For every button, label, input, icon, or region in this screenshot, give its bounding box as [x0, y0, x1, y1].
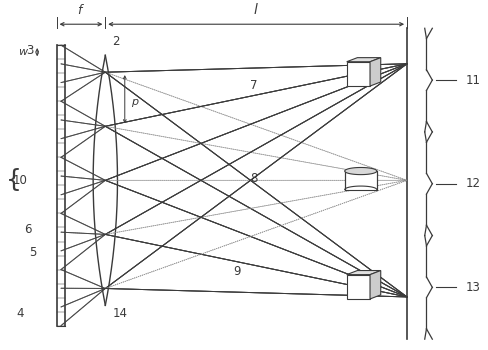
Text: 5: 5: [29, 246, 36, 259]
Text: 11: 11: [466, 74, 480, 86]
Polygon shape: [346, 62, 370, 86]
Text: 13: 13: [466, 281, 480, 294]
Text: $p$: $p$: [131, 97, 139, 108]
Text: 4: 4: [17, 307, 24, 320]
Polygon shape: [346, 58, 381, 62]
Text: 8: 8: [250, 172, 257, 185]
Text: {: {: [6, 168, 22, 192]
Text: 9: 9: [233, 265, 241, 278]
Bar: [345, 171, 377, 190]
Text: 3: 3: [26, 44, 34, 57]
Text: 6: 6: [24, 223, 31, 236]
Polygon shape: [370, 58, 381, 86]
Text: 7: 7: [250, 79, 258, 92]
Text: $l$: $l$: [253, 2, 259, 17]
Text: 2: 2: [112, 35, 120, 48]
Text: 10: 10: [13, 174, 28, 187]
Text: 14: 14: [112, 307, 127, 320]
Text: 12: 12: [466, 177, 480, 190]
Text: $w$: $w$: [18, 47, 29, 57]
Polygon shape: [346, 271, 381, 275]
Polygon shape: [345, 168, 377, 175]
Polygon shape: [370, 271, 381, 299]
Polygon shape: [346, 275, 370, 299]
Text: $f$: $f$: [77, 3, 85, 17]
